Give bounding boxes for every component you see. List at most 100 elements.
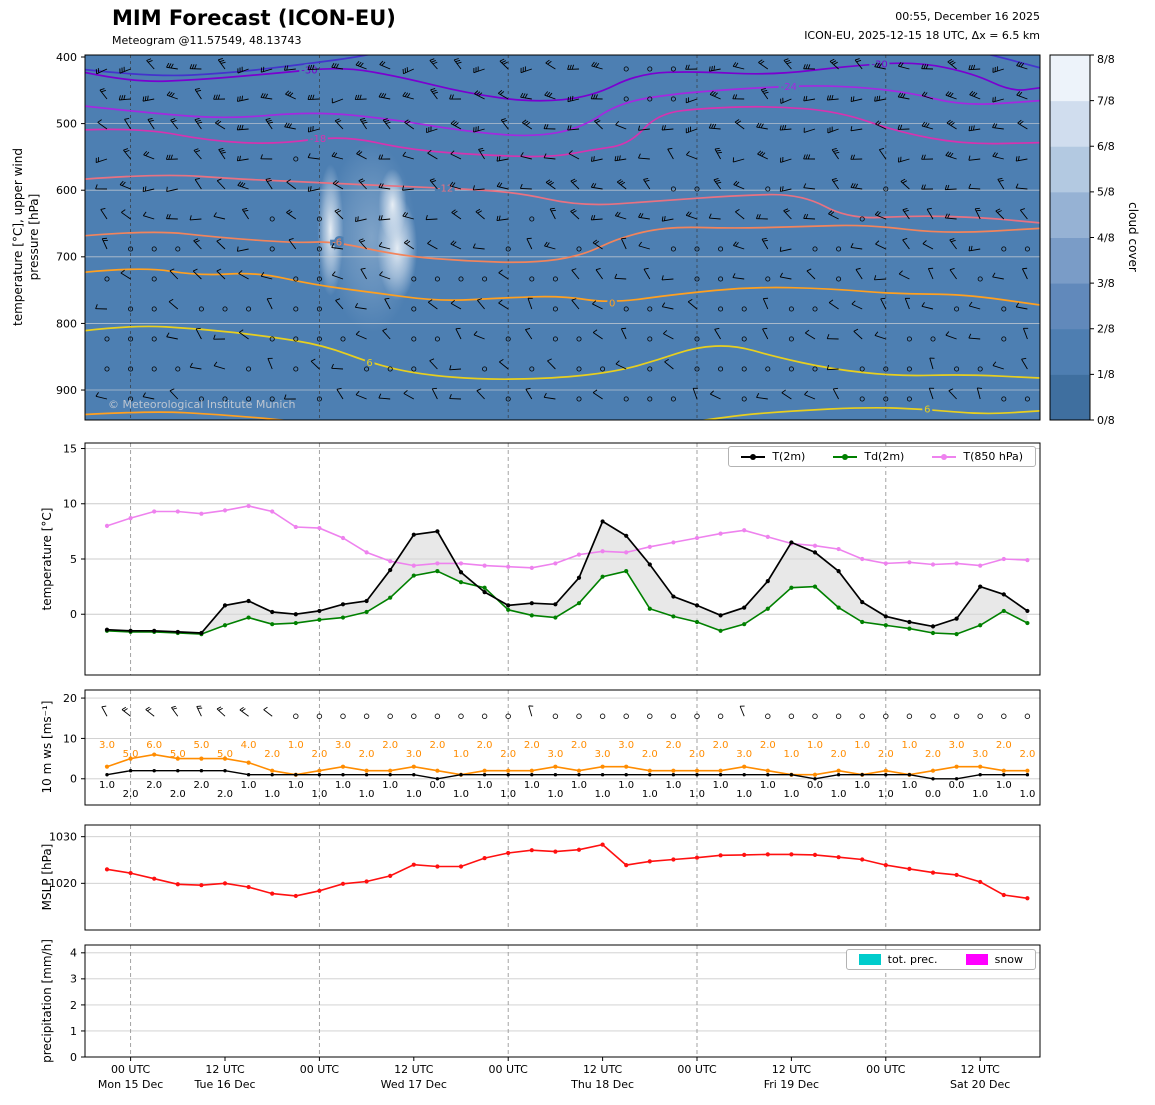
- x-day-label: Tue 16 Dec: [193, 1078, 255, 1091]
- wind-value-label: 0.0: [429, 780, 445, 791]
- gust-value-label: 4.0: [241, 740, 257, 751]
- colorbar-tick: 2/8: [1097, 323, 1115, 336]
- wind-value-label: 1.0: [500, 789, 516, 800]
- temperature-panel: 0 5 10 15: [63, 442, 1041, 676]
- gust-value-label: 3.0: [972, 749, 988, 760]
- gust-value-label: 2.0: [642, 749, 658, 760]
- x-tick-label: 12 UTC: [205, 1063, 245, 1076]
- model-run-info: ICON-EU, 2025-12-15 18 UTC, Δx = 6.5 km: [804, 29, 1040, 42]
- wind-value-label: 1.0: [689, 789, 705, 800]
- x-tick-label: 12 UTC: [961, 1063, 1001, 1076]
- gust-value-label: 2.0: [311, 749, 327, 760]
- mslp-ylabel: MSLP [hPa]: [39, 843, 54, 911]
- wind-value-label: 1.0: [571, 780, 587, 791]
- x-tick-label: 00 UTC: [489, 1063, 529, 1076]
- svg-text:600: 600: [56, 184, 77, 197]
- gust-value-label: 5.0: [217, 749, 233, 760]
- contour-label--24: -24: [781, 82, 797, 93]
- gust-value-label: 2.0: [760, 740, 776, 751]
- wind-value-label: 0.0: [949, 780, 965, 791]
- svg-text:0: 0: [70, 608, 77, 621]
- gust-value-label: 2.0: [524, 740, 540, 751]
- wind-value-label: 2.0: [123, 789, 139, 800]
- wind-value-label: 0.0: [807, 780, 823, 791]
- gust-value-label: 3.0: [335, 740, 351, 751]
- contour-label-6: 6: [924, 405, 930, 416]
- colorbar-tick: 1/8: [1097, 368, 1115, 381]
- gust-value-label: 2.0: [878, 749, 894, 760]
- x-tick-label: 12 UTC: [772, 1063, 812, 1076]
- wind-value-label: 1.0: [972, 789, 988, 800]
- wind-value-label: 1.0: [901, 780, 917, 791]
- generation-time: 00:55, December 16 2025: [895, 10, 1040, 23]
- svg-text:2: 2: [70, 999, 77, 1012]
- temp-contour--30: [85, 62, 1040, 102]
- watermark: © Meteorological Institute Munich: [108, 398, 296, 411]
- wind-ylabel: 10 m ws [ms⁻¹]: [39, 700, 54, 794]
- svg-text:3: 3: [70, 973, 77, 986]
- svg-text:400: 400: [56, 51, 77, 64]
- gust-value-label: 2.0: [713, 740, 729, 751]
- gust-value-label: 1.0: [854, 740, 870, 751]
- legend-label-td2m: Td(2m): [864, 450, 905, 463]
- wind-value-label: 1.0: [642, 789, 658, 800]
- legend-label-t850: T(850 hPa): [963, 450, 1023, 463]
- svg-text:500: 500: [56, 117, 77, 130]
- x-tick-label: 12 UTC: [394, 1063, 434, 1076]
- wind-panel: 3.0 5.0 6.0 5.0 5.0 5.0 4.0 2.0 1.0 2.0 3.0 2.0 2.0 3…: [63, 689, 1041, 806]
- contour-label--6: -6: [332, 237, 342, 248]
- contour-label--30: -30: [301, 65, 317, 76]
- page-title: MIM Forecast (ICON-EU): [112, 6, 396, 30]
- x-tick-label: 12 UTC: [583, 1063, 623, 1076]
- svg-text:20: 20: [63, 692, 77, 705]
- x-tick-label: 00 UTC: [866, 1063, 906, 1076]
- temp-contour-0: [85, 268, 1040, 306]
- svg-text:10: 10: [63, 732, 77, 745]
- wind-value-label: 1.0: [760, 780, 776, 791]
- gust-value-label: 6.0: [146, 740, 162, 751]
- svg-text:10: 10: [63, 498, 77, 511]
- gust-value-label: 1.0: [453, 749, 469, 760]
- totprec-patch-swatch: [858, 954, 881, 965]
- temp-contour--6: [85, 224, 1040, 264]
- precip-ylabel: precipitation [mm/h]: [39, 939, 54, 1063]
- upper-panel-ylabel: temperature [°C], upper wind pressure [h…: [10, 148, 41, 326]
- gust-value-label: 3.0: [547, 749, 563, 760]
- wind-value-label: 1.0: [783, 789, 799, 800]
- wind-value-label: 1.0: [595, 789, 611, 800]
- temp-contour--24: [85, 85, 1040, 137]
- legend-item-td2m: Td(2m): [833, 450, 904, 463]
- gust-value-label: 1.0: [288, 740, 304, 751]
- wind-value-label: 1.0: [99, 780, 115, 791]
- gust-value-label: 2.0: [477, 740, 493, 751]
- svg-text:0: 0: [70, 773, 77, 786]
- wind-value-label: 1.0: [477, 780, 493, 791]
- gust-value-label: 2.0: [689, 749, 705, 760]
- gust-value-label: 2.0: [1019, 749, 1035, 760]
- svg-text:0: 0: [70, 1051, 77, 1064]
- gust-value-label: 3.0: [736, 749, 752, 760]
- td2m-line-swatch: [833, 453, 858, 460]
- wind-value-label: 1.0: [1019, 789, 1035, 800]
- svg-text:5: 5: [70, 553, 77, 566]
- gust-value-label: 3.0: [595, 749, 611, 760]
- wind-value-label: 1.0: [288, 780, 304, 791]
- gust-value-label: 1.0: [783, 749, 799, 760]
- svg-text:800: 800: [56, 317, 77, 330]
- gust-value-label: 2.0: [429, 740, 445, 751]
- x-tick-label: 00 UTC: [111, 1063, 151, 1076]
- wind-value-label: 1.0: [241, 780, 257, 791]
- temp-contour--12: [85, 174, 1040, 224]
- legend-item-totprec: tot. prec.: [858, 953, 938, 966]
- svg-text:1: 1: [70, 1025, 77, 1038]
- colorbar-tick: 4/8: [1097, 231, 1115, 244]
- svg-text:1030: 1030: [49, 831, 77, 844]
- wind-value-label: 1.0: [665, 780, 681, 791]
- svg-text:700: 700: [56, 251, 77, 264]
- wind-value-label: 1.0: [382, 780, 398, 791]
- t2m-line-swatch: [741, 453, 766, 460]
- svg-text:1020: 1020: [49, 877, 77, 890]
